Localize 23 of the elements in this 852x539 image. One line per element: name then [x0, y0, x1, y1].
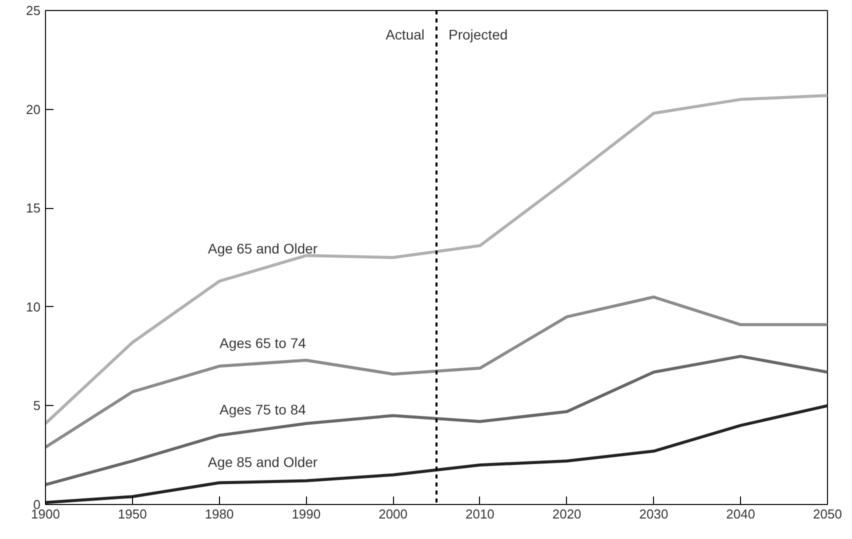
x-tick-label: 2050 [813, 506, 842, 522]
x-tick-label: 2000 [378, 506, 408, 522]
y-tick-label: 5 [33, 398, 41, 414]
line-series [46, 296, 828, 449]
x-tick-label: 2030 [639, 506, 668, 522]
x-tick-label: 2020 [552, 506, 582, 522]
y-tick-label: 15 [26, 200, 41, 216]
y-tick-label: 20 [26, 102, 41, 117]
x-tick-label: 1950 [118, 506, 147, 522]
x-tick-label: 1990 [292, 506, 321, 522]
y-tick-label: 10 [26, 299, 41, 314]
line-series [46, 354, 828, 486]
annotation: Projected [448, 26, 508, 42]
y-tick-label: 25 [26, 3, 41, 18]
annotation: Actual [386, 26, 425, 42]
line-series [46, 94, 828, 425]
x-tick-label: 1980 [204, 506, 234, 522]
series-label: Age 65 and Older [208, 240, 318, 256]
series-label: Ages 65 to 74 [220, 335, 306, 352]
series-label: Ages 75 to 84 [220, 401, 306, 418]
x-tick-label: 2040 [726, 506, 756, 522]
x-tick-label: 2010 [465, 506, 494, 522]
series-label: Age 85 and Older [208, 454, 318, 470]
